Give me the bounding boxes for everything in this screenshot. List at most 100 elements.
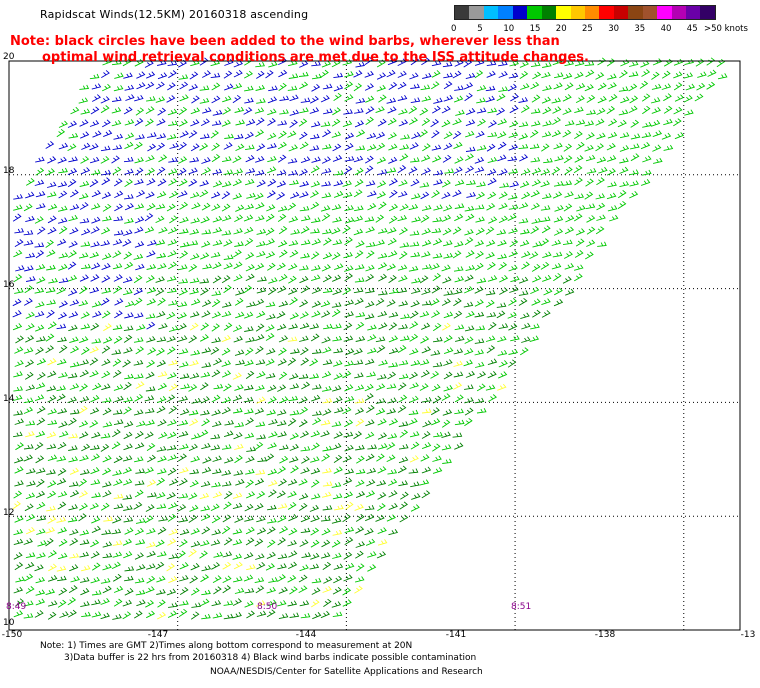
wind-barb [474,311,485,318]
wind-barb [552,251,563,258]
wind-barb [344,142,354,151]
wind-barb [255,553,265,560]
wind-barb [322,408,332,416]
wind-barb [223,322,233,331]
wind-barb [564,82,574,91]
wind-barb [595,143,604,152]
wind-barb [521,168,531,175]
wind-barb [410,300,420,308]
wind-barb [200,133,210,139]
map-title: Rapidscat Winds(12.5KM) 20160318 ascendi… [40,8,309,21]
wind-barb [532,241,542,248]
wind-barb [420,454,430,462]
wind-barb [421,239,432,247]
wind-barb [562,239,573,246]
wind-barb [157,262,167,270]
wind-barb [289,119,298,128]
wind-barb [91,216,101,224]
wind-barb [409,230,420,236]
wind-barb [331,601,342,608]
wind-barb [573,273,583,282]
wind-barb [475,227,485,236]
wind-barb [397,465,407,474]
wind-barb [178,516,189,523]
wind-barb [321,156,331,164]
wind-barb [155,203,166,210]
wind-barb [397,345,407,353]
wind-barb [464,418,473,427]
wind-barb [584,60,595,67]
wind-barb [102,421,113,428]
wind-barb [113,230,124,236]
wind-barb [101,275,111,283]
wind-barb [35,589,46,596]
wind-barb [530,226,540,234]
wind-barb [45,538,54,547]
wind-barb [486,143,496,152]
wind-barb [68,585,78,593]
wind-barb [112,540,123,546]
wind-barb [79,383,88,392]
wind-barb [398,421,409,427]
wind-barb [432,273,442,282]
wind-barb [443,94,454,102]
wind-barb [421,251,431,258]
wind-barb [123,551,133,559]
wind-barb [199,334,209,342]
wind-barb [553,82,563,90]
wind-barb [35,430,46,438]
wind-barb [59,611,69,618]
wind-barb [134,203,145,210]
wind-barb [25,420,36,426]
wind-barb [58,587,68,596]
wind-barb [334,504,344,511]
wind-barb [333,170,344,176]
wind-barb [474,286,484,294]
wind-barb [365,273,375,282]
wind-barb [211,369,221,378]
wind-barb [540,216,551,222]
wind-barb [157,396,167,404]
wind-barb [200,216,210,224]
wind-barb [312,417,322,426]
wind-barb [69,467,80,475]
wind-barb [90,203,101,210]
wind-barb [78,405,88,414]
wind-barb [36,552,46,559]
wind-barb [57,312,68,320]
wind-barb [79,286,88,295]
wind-barb [322,83,333,90]
wind-barb [695,58,705,67]
wind-barb [36,203,46,210]
wind-barb [298,493,309,500]
wind-barb [398,119,409,127]
wind-barb [343,251,353,259]
wind-barb [520,228,530,235]
wind-barb [124,587,134,596]
wind-barb [441,105,451,114]
wind-barb [620,96,630,104]
wind-barb [47,203,58,211]
wind-barb [26,513,36,522]
wind-barb [454,241,464,248]
wind-barb [344,395,355,403]
wind-barb [529,335,540,343]
wind-barb [422,143,431,152]
wind-barb [519,347,529,356]
wind-barb [299,81,309,90]
wind-barb [25,492,36,500]
wind-barb [409,72,419,80]
wind-barb [68,288,78,296]
wind-barb [442,322,451,331]
wind-barb [244,237,254,247]
wind-barb [298,71,309,77]
wind-barb [343,322,353,331]
wind-barb [455,335,465,342]
wind-barb [474,262,484,271]
wind-barb [596,107,606,116]
wind-barb [322,481,333,487]
wind-barb [123,505,133,511]
wind-barb [508,323,518,331]
wind-barb [441,264,451,272]
wind-barb [146,359,156,368]
